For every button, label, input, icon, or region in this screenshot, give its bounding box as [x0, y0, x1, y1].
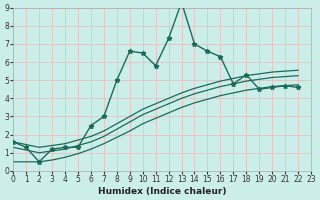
- X-axis label: Humidex (Indice chaleur): Humidex (Indice chaleur): [98, 187, 226, 196]
